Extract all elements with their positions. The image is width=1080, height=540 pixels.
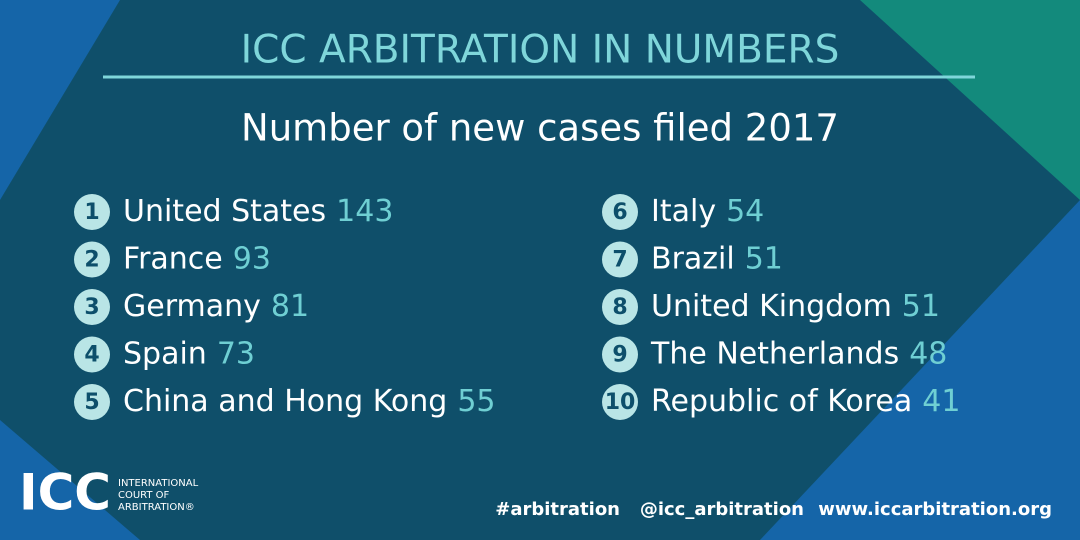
case-count: 51 (745, 241, 783, 276)
decor (760, 200, 1080, 540)
country-name: China and Hong Kong (123, 384, 447, 419)
rank-badge (602, 194, 638, 230)
org-line: ARBITRATION® (118, 502, 195, 513)
rank-badge (602, 336, 638, 373)
rank-number: 2 (84, 248, 99, 273)
ranking-item: Brazil 51 (651, 241, 783, 276)
org-line: INTERNATIONAL (118, 478, 199, 489)
country-name: Republic of Korea (651, 384, 912, 419)
rank-badge (602, 289, 638, 325)
country-name: Italy (651, 194, 716, 229)
ranking-item: Spain 73 (123, 336, 255, 371)
country-name: United States (123, 194, 326, 229)
rank-number: 3 (84, 295, 99, 320)
ranking-list: 1 United States 143 2 France 93 3 Germany 81 4 Spa… (74, 194, 960, 420)
rank-badge (74, 194, 110, 230)
decor (860, 0, 1080, 200)
decor (0, 0, 120, 200)
rank-badge (74, 336, 110, 373)
rank-number: 9 (612, 343, 627, 368)
rank-number: 10 (605, 390, 636, 415)
logo: ICC (19, 464, 111, 522)
ranking-item: Italy 54 (651, 194, 764, 229)
case-count: 48 (909, 336, 947, 371)
rank-badge (602, 384, 638, 420)
ranking-item: United States 143 (123, 194, 393, 229)
ranking-item: Germany 81 (123, 289, 309, 324)
ranking-item: France 93 (123, 241, 271, 276)
ranking-item: The Netherlands 48 (650, 336, 947, 371)
country-name: The Netherlands (650, 336, 899, 371)
rank-badge (602, 241, 638, 278)
case-count: 73 (217, 336, 255, 371)
country-name: United Kingdom (651, 289, 892, 324)
rank-badge (74, 384, 110, 420)
case-count: 54 (726, 194, 764, 229)
rank-number: 5 (84, 390, 99, 415)
decor (0, 420, 140, 540)
footer-link: www.iccarbitration.org (818, 499, 1052, 520)
case-count: 143 (336, 194, 393, 229)
rank-badge (74, 241, 110, 278)
case-count: 55 (457, 384, 495, 419)
rank-number: 8 (612, 295, 627, 320)
org-line: COURT OF (118, 490, 170, 501)
rank-number: 6 (612, 200, 627, 225)
country-name: France (123, 241, 223, 276)
ranking-item: United Kingdom 51 (651, 289, 940, 324)
case-count: 93 (233, 241, 271, 276)
case-count: 81 (271, 289, 309, 324)
country-name: Germany (123, 289, 261, 324)
rank-badge (74, 289, 110, 325)
country-name: Brazil (651, 241, 735, 276)
ranking-item: Republic of Korea 41 (651, 384, 960, 419)
case-count: 51 (902, 289, 940, 324)
title: ICC ARBITRATION IN NUMBERS (241, 28, 840, 73)
rank-number: 1 (84, 200, 99, 225)
footer-link: @icc_arbitration (640, 499, 804, 520)
rank-number: 4 (84, 343, 99, 368)
case-count: 41 (922, 384, 960, 419)
country-name: Spain (123, 336, 207, 371)
ranking-item: China and Hong Kong 55 (123, 384, 496, 419)
subtitle: Number of new cases filed 2017 (241, 107, 839, 150)
footer-link: #arbitration (495, 499, 620, 520)
rank-number: 7 (612, 248, 627, 273)
